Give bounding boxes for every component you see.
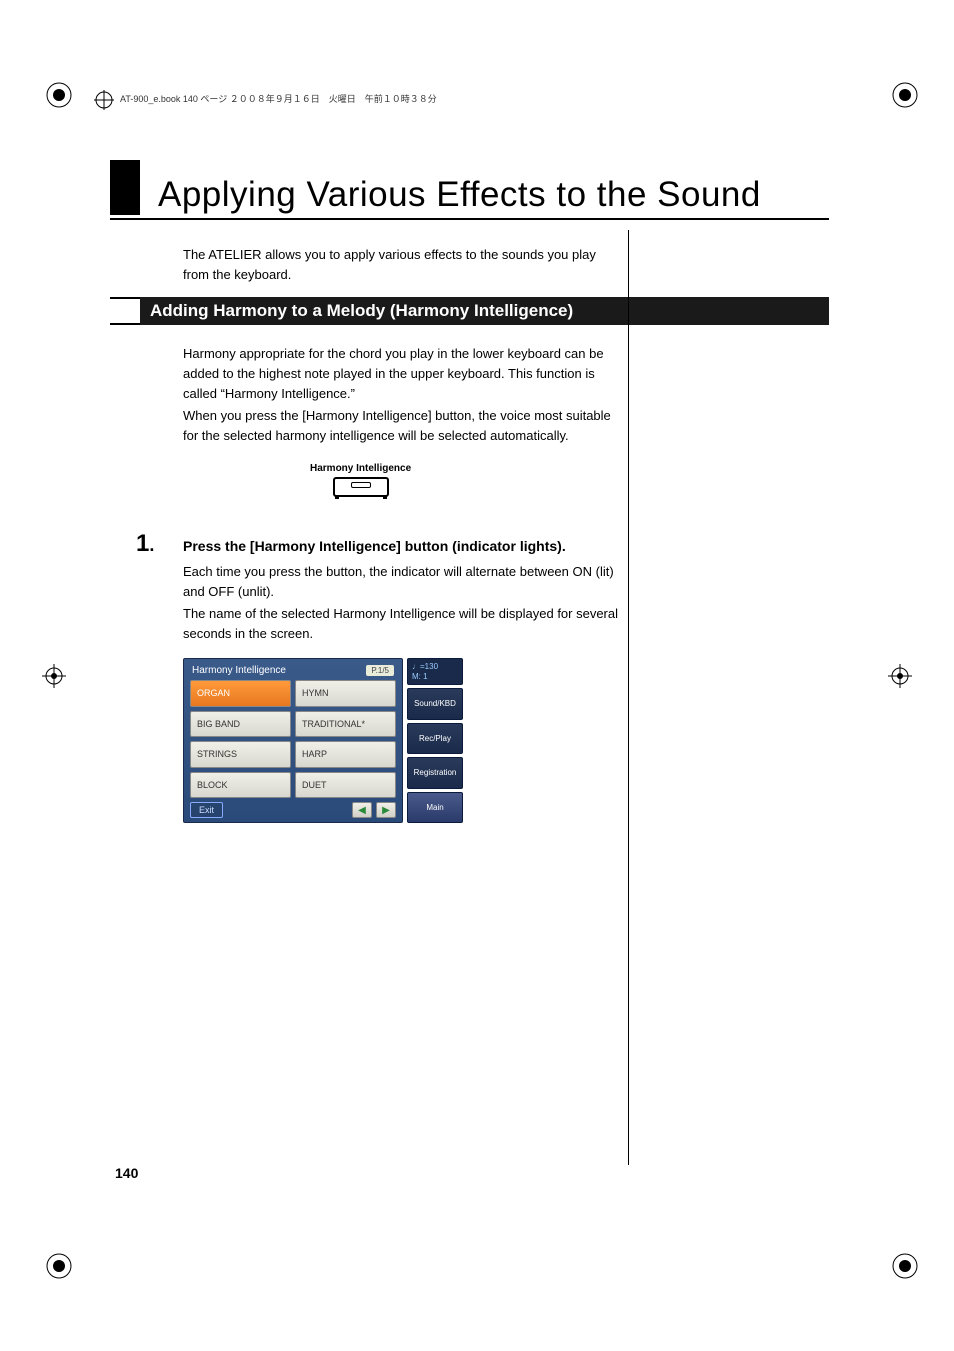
option-block[interactable]: BLOCK: [190, 772, 291, 799]
screen-ui: Harmony Intelligence P.1/5 ORGAN HYMN BI…: [183, 658, 463, 823]
option-strings[interactable]: STRINGS: [190, 741, 291, 768]
section-header-accent: [110, 297, 140, 325]
body-paragraph-2: When you press the [Harmony Intelligence…: [183, 406, 623, 446]
chapter-title-text: Applying Various Effects to the Sound: [158, 175, 761, 215]
exit-button[interactable]: Exit: [190, 802, 223, 818]
screen-options-grid: ORGAN HYMN BIG BAND TRADITIONAL* STRINGS…: [188, 680, 398, 798]
body-paragraph-1: Harmony appropriate for the chord you pl…: [183, 344, 623, 404]
screen-side-panel: ♩=130 M: 1 Sound/KBD Rec/Play Registrati…: [407, 658, 463, 823]
section-header-title: Adding Harmony to a Melody (Harmony Inte…: [140, 297, 829, 325]
running-head: AT-900_e.book 140 ページ ２００８年９月１６日 火曜日 午前１…: [120, 92, 437, 105]
step-title: Press the [Harmony Intelligence] button …: [183, 538, 566, 554]
screen-page-badge: P.1/5: [366, 665, 394, 676]
chapter-underline: [110, 218, 829, 220]
option-organ[interactable]: ORGAN: [190, 680, 291, 707]
side-registration-button[interactable]: Registration: [407, 757, 463, 788]
crop-mark-tr: [888, 78, 912, 102]
step-number: 1.: [136, 530, 154, 558]
intro-paragraph: The ATELIER allows you to apply various …: [183, 245, 623, 284]
option-harp[interactable]: HARP: [295, 741, 396, 768]
side-sound-kbd-button[interactable]: Sound/KBD: [407, 688, 463, 719]
hardware-button-icon: [333, 477, 389, 497]
tempo-value: ♩=130: [412, 662, 458, 672]
side-rec-play-button[interactable]: Rec/Play: [407, 723, 463, 754]
chapter-title: Applying Various Effects to the Sound: [110, 160, 761, 215]
page-number: 140: [115, 1165, 138, 1181]
crop-mark-br: [888, 1249, 912, 1273]
step-number-dot: .: [149, 535, 154, 555]
column-divider: [628, 230, 629, 1165]
hardware-button-label: Harmony Intelligence: [310, 463, 411, 474]
measure-value: M: 1: [412, 672, 458, 682]
screen-bottom-row: Exit ◀ ▶: [188, 798, 398, 818]
side-main-button[interactable]: Main: [407, 792, 463, 823]
crop-mark-bl: [42, 1249, 66, 1273]
crop-mark-ml: [42, 664, 66, 688]
tempo-display: ♩=130 M: 1: [407, 658, 463, 685]
option-duet[interactable]: DUET: [295, 772, 396, 799]
header-marker-icon: [94, 90, 114, 110]
hardware-button-figure: Harmony Intelligence: [310, 463, 411, 497]
crop-mark-tl: [42, 78, 66, 102]
option-traditional[interactable]: TRADITIONAL*: [295, 711, 396, 738]
prev-page-button[interactable]: ◀: [352, 802, 372, 818]
section-header: Adding Harmony to a Melody (Harmony Inte…: [110, 297, 829, 325]
step-number-digit: 1: [136, 530, 149, 557]
option-bigband[interactable]: BIG BAND: [190, 711, 291, 738]
next-page-button[interactable]: ▶: [376, 802, 396, 818]
step-body-2: The name of the selected Harmony Intelli…: [183, 604, 623, 644]
crop-mark-mr: [888, 664, 912, 688]
step-body-1: Each time you press the button, the indi…: [183, 562, 623, 602]
chapter-block-icon: [110, 160, 140, 215]
option-hymn[interactable]: HYMN: [295, 680, 396, 707]
screen-main-panel: Harmony Intelligence P.1/5 ORGAN HYMN BI…: [183, 658, 403, 823]
screen-title-row: Harmony Intelligence P.1/5: [188, 663, 398, 680]
screen-title: Harmony Intelligence: [192, 665, 286, 676]
